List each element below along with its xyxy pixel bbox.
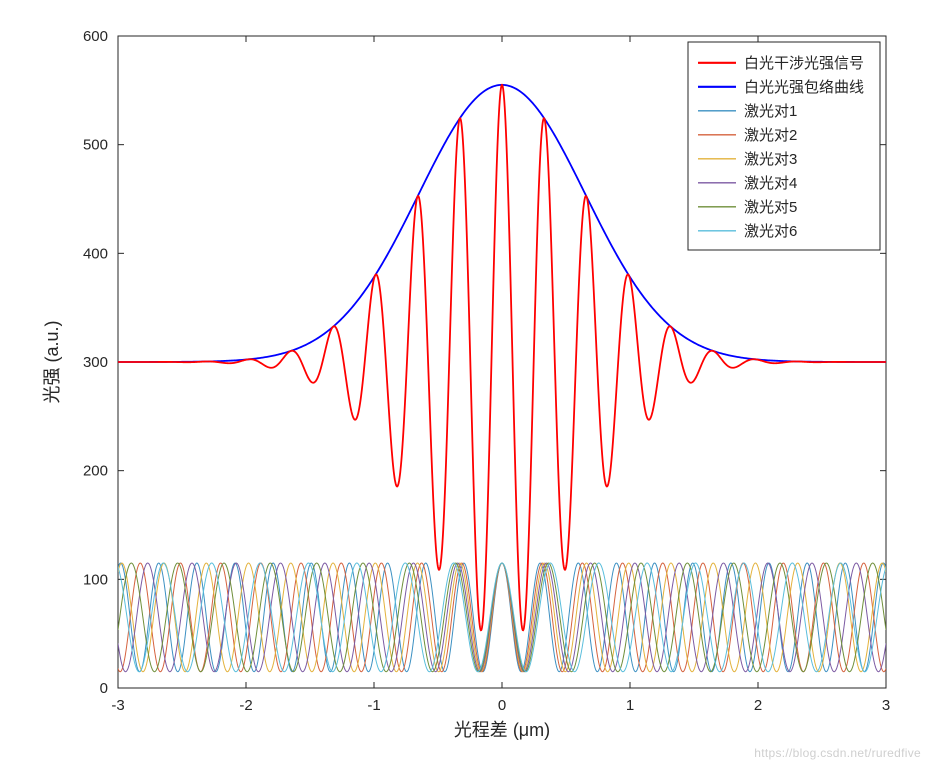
svg-text:激光对4: 激光对4 <box>744 175 797 192</box>
svg-text:100: 100 <box>83 571 108 588</box>
svg-text:200: 200 <box>83 463 108 480</box>
svg-text:500: 500 <box>83 137 108 154</box>
svg-text:300: 300 <box>83 354 108 371</box>
svg-text:0: 0 <box>100 680 108 697</box>
chart-svg: -3 -2 -1 0 1 2 3 0 100 200 300 400 500 600 光程差 (μm) 光强 … <box>0 0 929 766</box>
svg-text:-3: -3 <box>111 697 124 714</box>
svg-text:光程差 (μm): 光程差 (μm) <box>454 720 550 740</box>
svg-text:1: 1 <box>626 697 634 714</box>
svg-text:3: 3 <box>882 697 890 714</box>
svg-text:激光对2: 激光对2 <box>744 127 797 144</box>
svg-text:白光干涉光强信号: 白光干涉光强信号 <box>744 55 864 72</box>
svg-text:400: 400 <box>83 245 108 262</box>
svg-text:激光对6: 激光对6 <box>744 223 797 240</box>
svg-text:白光光强包络曲线: 白光光强包络曲线 <box>744 79 864 96</box>
chart-container: -3 -2 -1 0 1 2 3 0 100 200 300 400 500 600 光程差 (μm) 光强 … <box>0 0 929 766</box>
svg-text:激光对5: 激光对5 <box>744 199 797 216</box>
svg-text:600: 600 <box>83 28 108 45</box>
svg-text:-2: -2 <box>239 697 252 714</box>
svg-text:-1: -1 <box>367 697 380 714</box>
svg-text:2: 2 <box>754 697 762 714</box>
svg-text:光强 (a.u.): 光强 (a.u.) <box>42 320 62 403</box>
svg-text:0: 0 <box>498 697 506 714</box>
svg-text:激光对1: 激光对1 <box>744 103 797 120</box>
svg-text:激光对3: 激光对3 <box>744 151 797 168</box>
